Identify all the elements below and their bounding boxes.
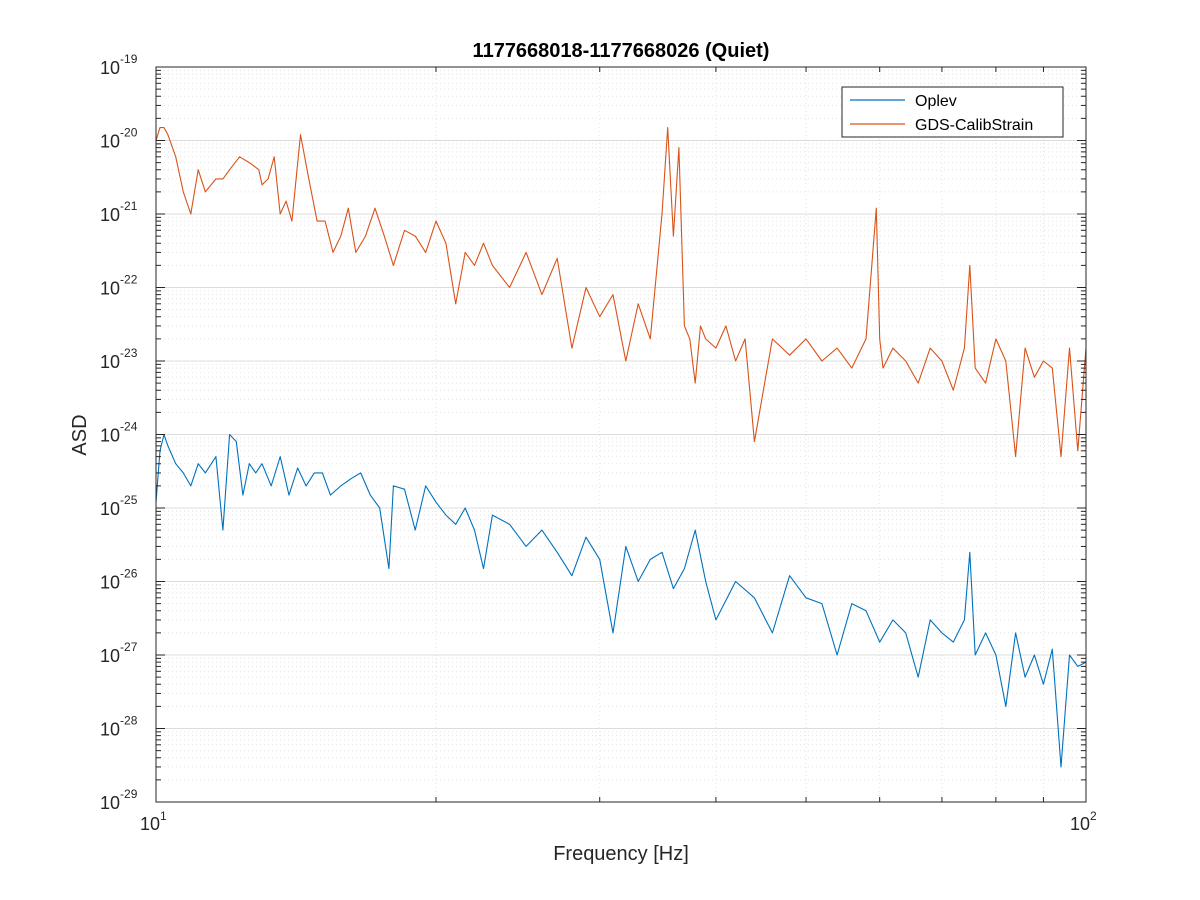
x-tick-exponent: 1	[160, 809, 167, 823]
y-tick-labels: 10-2910-2810-2710-2610-2510-2410-2310-22…	[100, 52, 138, 813]
y-tick-exponent: -22	[120, 273, 138, 287]
y-tick-exponent: -21	[120, 199, 138, 213]
series-line-oplev	[155, 433, 1087, 768]
minor-grid	[156, 67, 1086, 802]
y-tick-exponent: -20	[120, 126, 138, 140]
legend-box	[841, 86, 1064, 138]
x-tick-exponent: 2	[1090, 809, 1097, 823]
legend: Oplev GDS-CalibStrain	[841, 86, 1064, 138]
y-tick-exponent: -24	[120, 420, 138, 434]
x-tick-labels: 101 102	[140, 809, 1097, 834]
y-axis-title: ASD	[69, 414, 91, 455]
series-layer	[155, 127, 1087, 768]
axis-ticks	[155, 67, 1087, 803]
y-tick-exponent: -29	[120, 787, 138, 801]
y-tick-exponent: -27	[120, 640, 138, 654]
y-tick-exponent: -23	[120, 346, 138, 360]
y-tick-exponent: -25	[120, 493, 138, 507]
legend-label-gds-calibstrain: GDS-CalibStrain	[915, 117, 1033, 134]
x-axis-title: Frequency [Hz]	[553, 843, 689, 865]
y-tick-exponent: -26	[120, 567, 138, 581]
y-tick-exponent: -19	[120, 52, 138, 66]
legend-label-oplev: Oplev	[915, 93, 957, 110]
series-line-gds-calibstrain	[155, 127, 1087, 458]
chart-title: 1177668018-1177668026 (Quiet)	[473, 40, 770, 62]
y-tick-exponent: -28	[120, 714, 138, 728]
